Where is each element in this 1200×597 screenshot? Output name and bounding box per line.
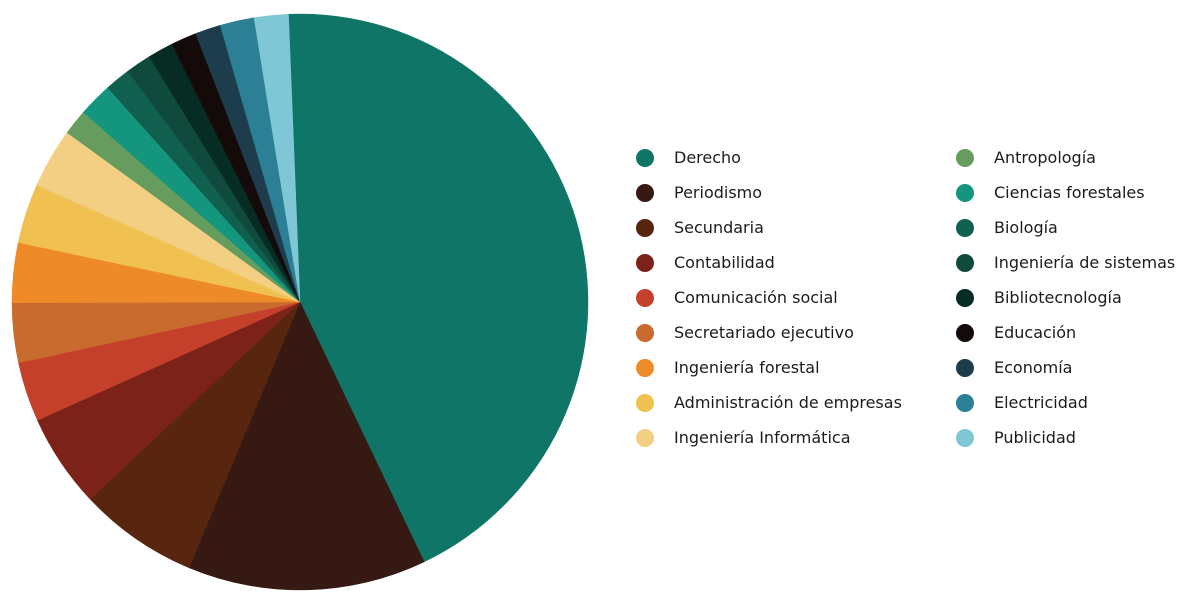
legend-swatch: [636, 218, 654, 237]
pie-slice-1: [288, 13, 589, 563]
legend-item: Secundaria: [636, 210, 902, 245]
pie-slice-3: [89, 301, 301, 569]
legend-swatch: [956, 218, 974, 237]
legend-item: Contabilidad: [636, 245, 902, 280]
legend-item: Electricidad: [956, 385, 1175, 420]
legend-item: Ingeniería Informática: [636, 420, 902, 455]
legend-swatch: [636, 253, 654, 272]
legend-label: Electricidad: [994, 392, 1088, 412]
pie-chart-svg: [11, 13, 589, 591]
legend-label: Publicidad: [994, 427, 1076, 447]
legend-swatch: [956, 288, 974, 307]
legend-label: Antropología: [994, 147, 1096, 167]
pie-slices: [11, 13, 589, 591]
legend-item: Ingeniería de sistemas: [956, 245, 1175, 280]
legend-item: Ciencias forestales: [956, 175, 1175, 210]
legend-item: Biología: [956, 210, 1175, 245]
legend-swatch: [636, 183, 654, 202]
legend-item: Antropología: [956, 140, 1175, 175]
legend-label: Ciencias forestales: [994, 182, 1145, 202]
legend-item: Educación: [956, 315, 1175, 350]
legend-swatch: [956, 253, 974, 272]
legend-swatch: [956, 183, 974, 202]
legend-swatch: [956, 358, 974, 377]
legend-label: Ingeniería Informática: [674, 427, 851, 447]
legend-label: Periodismo: [674, 182, 763, 202]
legend-label: Comunicación social: [674, 287, 838, 307]
legend-item: Comunicación social: [636, 280, 902, 315]
legend-label: Biología: [994, 217, 1058, 237]
legend-item: Periodismo: [636, 175, 902, 210]
legend-item: Publicidad: [956, 420, 1175, 455]
legend-swatch: [956, 148, 974, 167]
legend-label: Secundaria: [674, 217, 764, 237]
legend-label: Educación: [994, 322, 1077, 342]
legend-swatch: [636, 393, 654, 412]
legend-swatch: [636, 148, 654, 167]
legend-item: Secretariado ejecutivo: [636, 315, 902, 350]
legend-swatch: [636, 428, 654, 447]
legend-item: Derecho: [636, 140, 902, 175]
legend: Derecho Periodismo Secundaria Contabilidad C…: [636, 140, 1196, 460]
legend-column-1: Derecho Periodismo Secundaria Contabilidad C…: [636, 140, 902, 455]
pie-slice-2: [188, 301, 425, 591]
legend-item: Administración de empresas: [636, 385, 902, 420]
legend-swatch: [636, 358, 654, 377]
legend-label: Secretariado ejecutivo: [674, 322, 854, 342]
legend-label: Administración de empresas: [674, 392, 902, 412]
legend-swatch: [956, 323, 974, 342]
legend-swatch: [636, 323, 654, 342]
legend-swatch: [956, 428, 974, 447]
legend-label: Ingeniería de sistemas: [994, 252, 1176, 272]
legend-swatch: [956, 393, 974, 412]
pie-slice-18: [253, 13, 301, 303]
legend-item: Ingeniería forestal: [636, 350, 902, 385]
legend-label: Bibliotecnología: [994, 287, 1122, 307]
legend-label: Contabilidad: [674, 252, 775, 272]
legend-column-2: Antropología Ciencias forestales Biología I…: [956, 140, 1175, 455]
legend-label: Economía: [994, 357, 1073, 377]
legend-item: Economía: [956, 350, 1175, 385]
legend-label: Ingeniería forestal: [674, 357, 820, 377]
legend-swatch: [636, 288, 654, 307]
legend-label: Derecho: [674, 147, 741, 167]
legend-item: Bibliotecnología: [956, 280, 1175, 315]
